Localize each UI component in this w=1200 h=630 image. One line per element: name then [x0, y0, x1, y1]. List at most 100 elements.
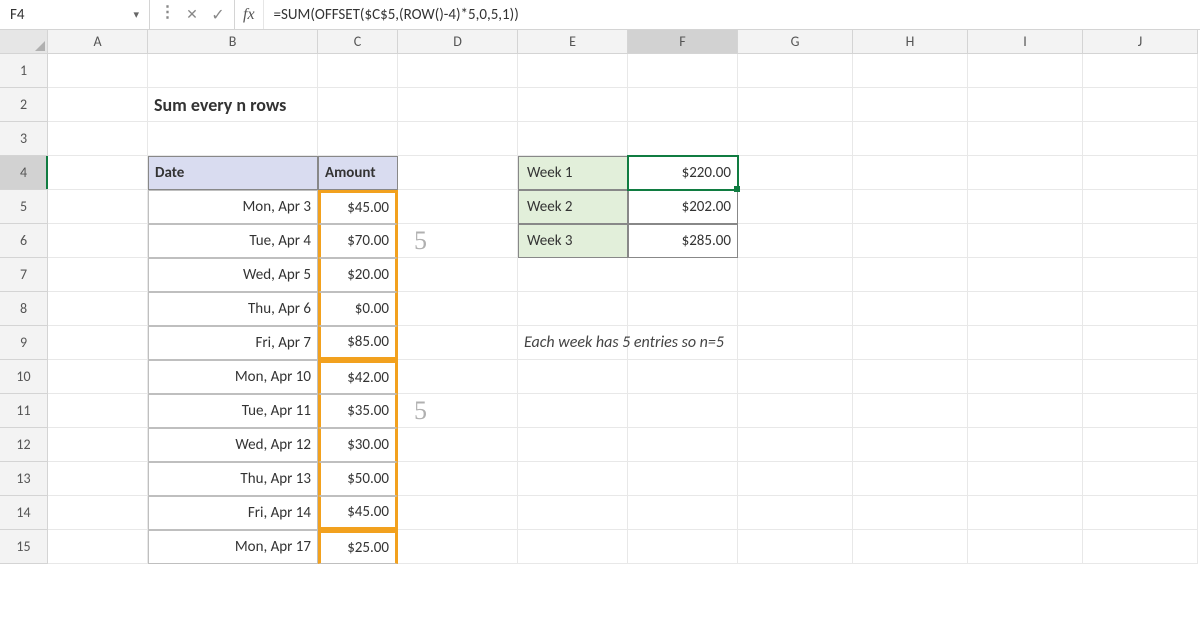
col-header-J[interactable]: J [1083, 30, 1198, 54]
cell-D4[interactable] [398, 156, 518, 190]
cell-F7[interactable] [628, 258, 738, 292]
cell-F8[interactable] [628, 292, 738, 326]
table-row-amount[interactable]: $42.00 [318, 360, 398, 394]
row-header-10[interactable]: 10 [0, 360, 48, 394]
cell-D12[interactable] [398, 428, 518, 462]
table-row[interactable]: Mon, Apr 17 [148, 530, 318, 564]
cell-C2[interactable] [318, 88, 398, 122]
cell-A7[interactable] [48, 258, 148, 292]
table-row-amount[interactable]: $20.00 [318, 258, 398, 292]
enter-icon[interactable]: ✓ [206, 3, 230, 27]
cell-I12[interactable] [968, 428, 1083, 462]
cell-I11[interactable] [968, 394, 1083, 428]
cell-D7[interactable] [398, 258, 518, 292]
cell-F13[interactable] [628, 462, 738, 496]
table-row[interactable]: Mon, Apr 3 [148, 190, 318, 224]
table-row-amount[interactable]: $85.00 [318, 326, 398, 360]
row-header-7[interactable]: 7 [0, 258, 48, 292]
cell-F11[interactable] [628, 394, 738, 428]
cell-F9[interactable] [628, 326, 738, 360]
cell-G2[interactable] [738, 88, 853, 122]
more-icon[interactable]: ⋮ [154, 3, 178, 27]
row-header-13[interactable]: 13 [0, 462, 48, 496]
cell-A3[interactable] [48, 122, 148, 156]
row-header-8[interactable]: 8 [0, 292, 48, 326]
cell-A12[interactable] [48, 428, 148, 462]
cell-F12[interactable] [628, 428, 738, 462]
col-header-I[interactable]: I [968, 30, 1083, 54]
cell-H14[interactable] [853, 496, 968, 530]
week-label-1[interactable]: Week 1 [518, 156, 628, 190]
cell-I5[interactable] [968, 190, 1083, 224]
cell-A11[interactable] [48, 394, 148, 428]
cell-G11[interactable] [738, 394, 853, 428]
cell-G3[interactable] [738, 122, 853, 156]
cell-G7[interactable] [738, 258, 853, 292]
table-header-amount[interactable]: Amount [318, 156, 398, 190]
cell-E8[interactable] [518, 292, 628, 326]
cell-H3[interactable] [853, 122, 968, 156]
table-row[interactable]: Tue, Apr 4 [148, 224, 318, 258]
cell-H11[interactable] [853, 394, 968, 428]
col-header-F[interactable]: F [628, 30, 738, 54]
cell-J6[interactable] [1083, 224, 1198, 258]
cell-H12[interactable] [853, 428, 968, 462]
cell-D8[interactable] [398, 292, 518, 326]
cell-J8[interactable] [1083, 292, 1198, 326]
cell-G9[interactable] [738, 326, 853, 360]
cell-I1[interactable] [968, 54, 1083, 88]
cell-D3[interactable] [398, 122, 518, 156]
row-header-2[interactable]: 2 [0, 88, 48, 122]
row-header-3[interactable]: 3 [0, 122, 48, 156]
cell-E10[interactable] [518, 360, 628, 394]
cell-F15[interactable] [628, 530, 738, 564]
col-header-A[interactable]: A [48, 30, 148, 54]
cell-D1[interactable] [398, 54, 518, 88]
row-header-12[interactable]: 12 [0, 428, 48, 462]
cell-D2[interactable] [398, 88, 518, 122]
cell-J5[interactable] [1083, 190, 1198, 224]
select-all-corner[interactable] [0, 30, 48, 54]
cell-F14[interactable] [628, 496, 738, 530]
cell-J1[interactable] [1083, 54, 1198, 88]
name-box[interactable]: F4 ▾ [0, 0, 150, 29]
week-label-2[interactable]: Week 2 [518, 190, 628, 224]
fx-icon[interactable]: fx [235, 0, 264, 29]
table-header-date[interactable]: Date [148, 156, 318, 190]
cell-D10[interactable] [398, 360, 518, 394]
cell-E1[interactable] [518, 54, 628, 88]
cell-I6[interactable] [968, 224, 1083, 258]
cell-H15[interactable] [853, 530, 968, 564]
cell-A6[interactable] [48, 224, 148, 258]
cell-I4[interactable] [968, 156, 1083, 190]
cell-J4[interactable] [1083, 156, 1198, 190]
week-label-3[interactable]: Week 3 [518, 224, 628, 258]
cell-J11[interactable] [1083, 394, 1198, 428]
cell-A2[interactable] [48, 88, 148, 122]
row-header-14[interactable]: 14 [0, 496, 48, 530]
cell-D14[interactable] [398, 496, 518, 530]
cell-E13[interactable] [518, 462, 628, 496]
table-row[interactable]: Thu, Apr 6 [148, 292, 318, 326]
cell-I13[interactable] [968, 462, 1083, 496]
cell-H9[interactable] [853, 326, 968, 360]
cell-A8[interactable] [48, 292, 148, 326]
cell-J9[interactable] [1083, 326, 1198, 360]
row-header-6[interactable]: 6 [0, 224, 48, 258]
cell-A15[interactable] [48, 530, 148, 564]
cancel-icon[interactable]: ✕ [180, 3, 204, 27]
cell-G8[interactable] [738, 292, 853, 326]
cell-E7[interactable] [518, 258, 628, 292]
cell-F1[interactable] [628, 54, 738, 88]
cell-H7[interactable] [853, 258, 968, 292]
col-header-H[interactable]: H [853, 30, 968, 54]
cell-H1[interactable] [853, 54, 968, 88]
cell-A4[interactable] [48, 156, 148, 190]
cell-J15[interactable] [1083, 530, 1198, 564]
week-value-2[interactable]: $202.00 [628, 190, 738, 224]
cell-D13[interactable] [398, 462, 518, 496]
cell-G6[interactable] [738, 224, 853, 258]
cell-E12[interactable] [518, 428, 628, 462]
table-row-amount[interactable]: $45.00 [318, 496, 398, 530]
cell-G1[interactable] [738, 54, 853, 88]
